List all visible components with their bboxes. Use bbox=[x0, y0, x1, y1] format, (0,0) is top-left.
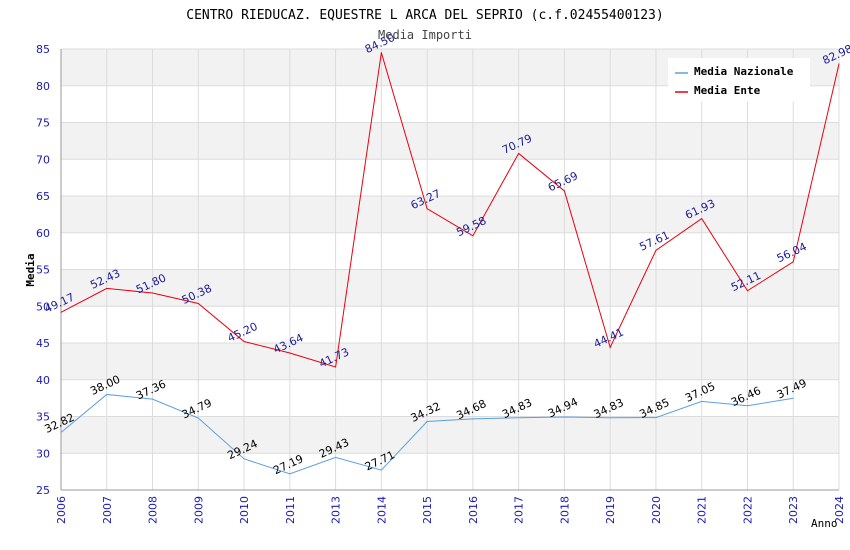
data-point bbox=[380, 469, 382, 471]
y-tick-label: 55 bbox=[36, 264, 50, 277]
x-tick-label: 2007 bbox=[101, 496, 114, 524]
legend: Media Nazionale Media Ente bbox=[668, 58, 810, 102]
x-tick-label: 2008 bbox=[147, 496, 160, 524]
grid-lines bbox=[60, 48, 840, 491]
y-tick-label: 85 bbox=[36, 43, 50, 56]
plot-band bbox=[61, 379, 839, 417]
legend-label-ente: Media Ente bbox=[694, 84, 761, 97]
plot-band bbox=[61, 232, 839, 270]
x-tick-label: 2021 bbox=[696, 496, 709, 524]
y-tick-label: 40 bbox=[36, 374, 50, 387]
data-point bbox=[701, 400, 703, 402]
axes bbox=[60, 49, 839, 491]
data-point bbox=[563, 416, 565, 418]
y-tick-label: 60 bbox=[36, 227, 50, 240]
legend-label-nazionale: Media Nazionale bbox=[694, 65, 794, 78]
x-tick-label: 2023 bbox=[787, 496, 800, 524]
data-point bbox=[197, 417, 199, 419]
x-tick-label: 2018 bbox=[558, 496, 571, 524]
data-point bbox=[289, 352, 291, 354]
data-point bbox=[335, 456, 337, 458]
x-tick-label: 2015 bbox=[421, 496, 434, 524]
data-point bbox=[426, 208, 428, 210]
data-point bbox=[518, 417, 520, 419]
data-point bbox=[746, 405, 748, 407]
data-point bbox=[655, 249, 657, 251]
x-tick-label: 2016 bbox=[467, 496, 480, 524]
x-tick-label: 2006 bbox=[55, 496, 68, 524]
plot-band bbox=[61, 416, 839, 454]
y-tick-label: 35 bbox=[36, 411, 50, 424]
data-point bbox=[152, 398, 154, 400]
plot-band bbox=[61, 122, 839, 160]
y-tick-label: 75 bbox=[36, 117, 50, 130]
data-point bbox=[746, 290, 748, 292]
x-tick-label: 2014 bbox=[375, 496, 388, 524]
data-point bbox=[563, 190, 565, 192]
data-point bbox=[838, 63, 840, 65]
x-tick-label: 2011 bbox=[284, 496, 297, 524]
data-point bbox=[792, 261, 794, 263]
plot-bands bbox=[61, 49, 839, 490]
data-point bbox=[243, 458, 245, 460]
series-layer bbox=[60, 52, 840, 475]
x-tick-label: 2009 bbox=[192, 496, 205, 524]
chart-subtitle: Media Importi bbox=[378, 28, 472, 42]
x-axis-label: Anno bbox=[811, 517, 838, 530]
y-tick-label: 80 bbox=[36, 80, 50, 93]
data-point bbox=[655, 417, 657, 419]
legend-box bbox=[668, 58, 810, 102]
x-tick-labels: 2006 2007 2008 2009 2010 2011 2013 2014 2015 2016… bbox=[55, 496, 846, 524]
data-point bbox=[472, 235, 474, 237]
series-line-1 bbox=[60, 52, 840, 368]
y-tick-label: 50 bbox=[36, 300, 50, 313]
data-point bbox=[518, 152, 520, 154]
data-point bbox=[380, 52, 382, 54]
plot-band bbox=[61, 269, 839, 307]
data-point bbox=[60, 432, 62, 434]
data-point bbox=[106, 287, 108, 289]
x-tick-label: 2017 bbox=[513, 496, 526, 524]
data-point bbox=[472, 418, 474, 420]
plot-band bbox=[61, 196, 839, 233]
data-point bbox=[243, 341, 245, 343]
y-tick-label: 30 bbox=[36, 447, 50, 460]
y-tick-label: 25 bbox=[36, 484, 50, 497]
data-point bbox=[701, 218, 703, 220]
x-tick-label: 2024 bbox=[833, 496, 846, 524]
y-tick-label: 45 bbox=[36, 337, 50, 350]
data-point bbox=[609, 346, 611, 348]
data-point bbox=[609, 417, 611, 419]
x-tick-label: 2010 bbox=[238, 496, 251, 524]
data-point bbox=[152, 292, 154, 294]
y-tick-label: 65 bbox=[36, 190, 50, 203]
data-point bbox=[60, 311, 62, 313]
x-tick-label: 2022 bbox=[741, 496, 754, 524]
x-tick-label: 2019 bbox=[604, 496, 617, 524]
data-point bbox=[197, 302, 199, 304]
y-tick-label: 70 bbox=[36, 153, 50, 166]
data-point bbox=[335, 366, 337, 368]
y-axis-label: Media bbox=[24, 253, 37, 286]
data-point bbox=[792, 397, 794, 399]
plot-band bbox=[61, 453, 839, 490]
data-point bbox=[426, 420, 428, 422]
x-tick-label: 2013 bbox=[330, 496, 343, 524]
data-point bbox=[289, 473, 291, 475]
chart-title: CENTRO RIEDUCAZ. EQUESTRE L ARCA DEL SEP… bbox=[186, 8, 663, 23]
plot-band bbox=[61, 306, 839, 343]
y-tick-labels: 25 30 35 40 45 50 55 60 65 70 75 80 85 bbox=[36, 43, 50, 497]
x-tick-label: 2020 bbox=[650, 496, 663, 524]
plot-band bbox=[61, 159, 839, 196]
data-point bbox=[106, 393, 108, 395]
plot-band bbox=[61, 343, 839, 380]
